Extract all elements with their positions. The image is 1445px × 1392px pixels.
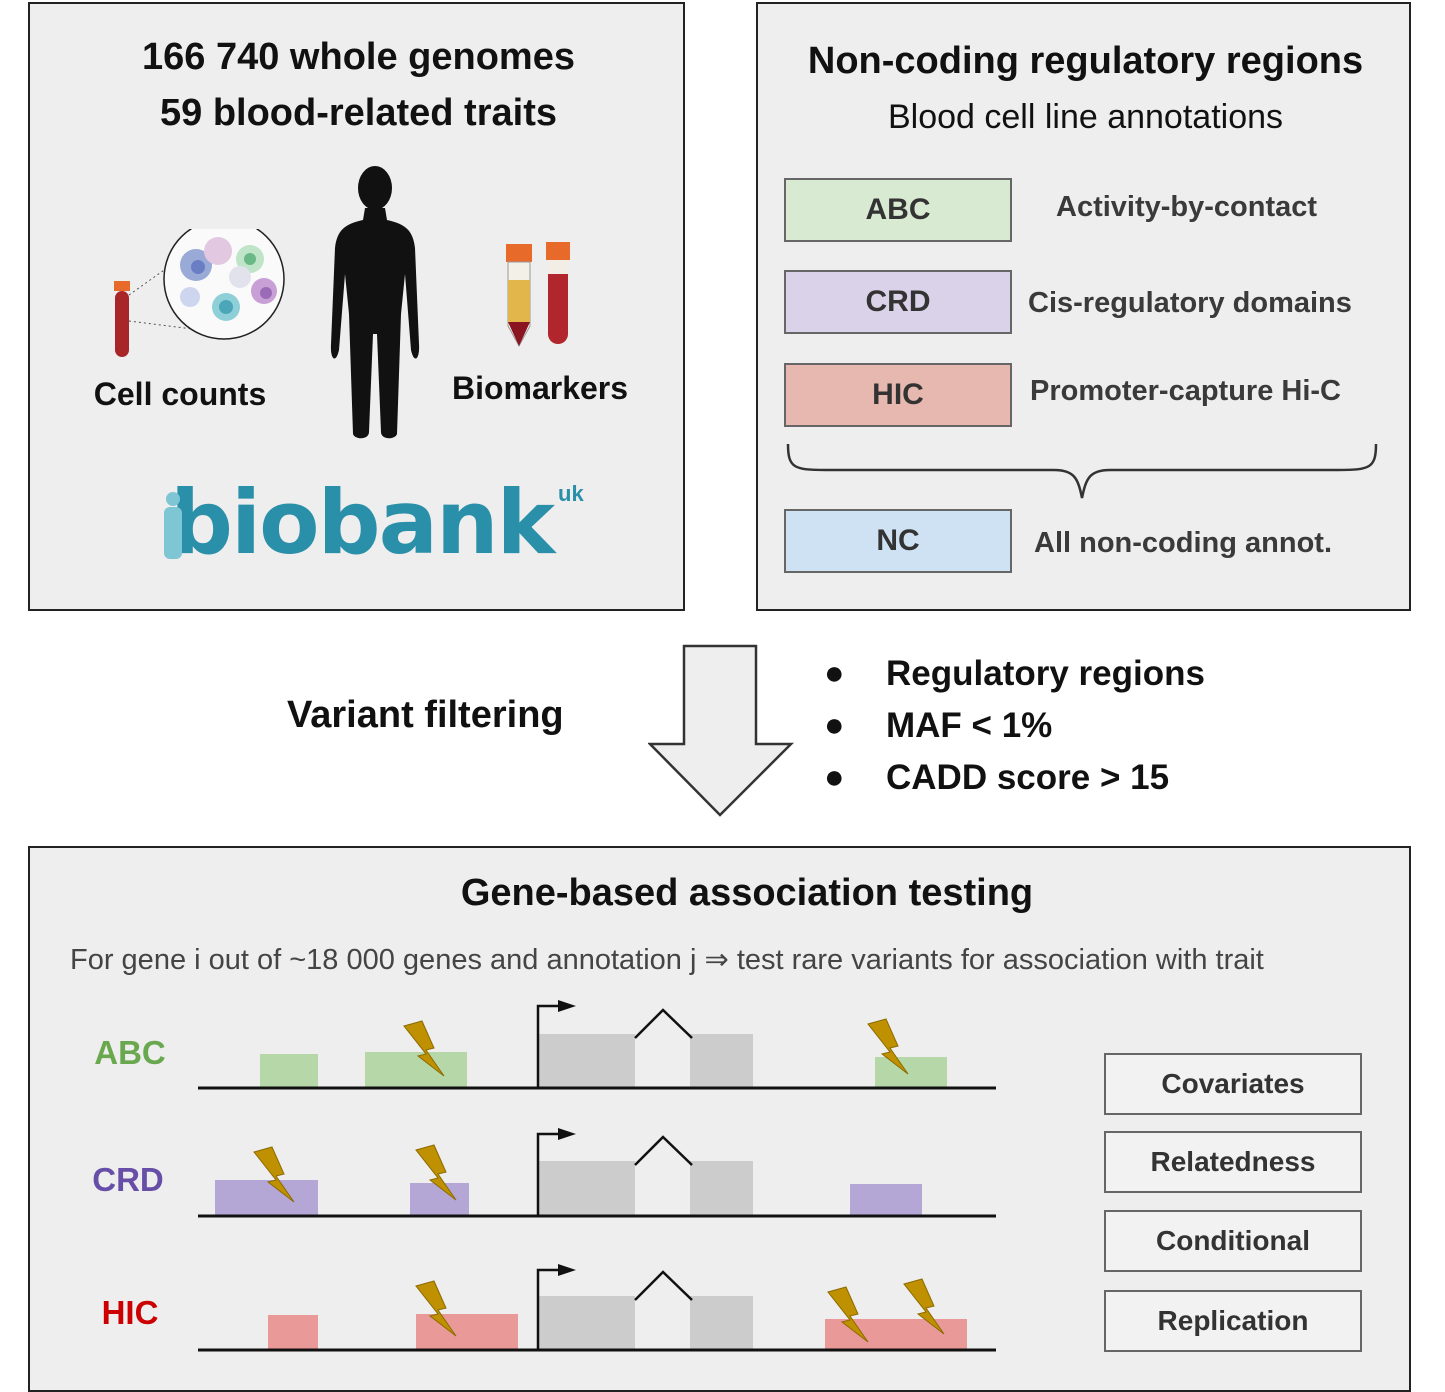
biomarkers-label: Biomarkers bbox=[451, 370, 629, 406]
exon-block bbox=[538, 1296, 635, 1350]
track-label-hic: HIC bbox=[101, 1294, 159, 1331]
blood-cells-icon bbox=[163, 229, 285, 340]
bullet-dot: ● bbox=[824, 758, 845, 796]
annotation-desc-crd: Cis-regulatory domains bbox=[1028, 287, 1352, 319]
annotation-tag-crd: CRD bbox=[784, 270, 1012, 334]
annotations-title: Non-coding regulatory regions bbox=[807, 40, 1364, 82]
exon-block bbox=[538, 1161, 635, 1216]
cohort-genomes: 166 740 whole genomes bbox=[142, 36, 575, 78]
relatedness-box: Relatedness bbox=[1104, 1131, 1362, 1193]
region-block bbox=[850, 1184, 922, 1216]
tss-arrow-icon bbox=[536, 1132, 560, 1216]
filter-regulatory-regions: Regulatory regions bbox=[886, 654, 1205, 693]
annotation-desc-nc: All non-coding annot. bbox=[1034, 527, 1333, 559]
annotation-desc-abc: Activity-by-contact bbox=[1056, 191, 1318, 223]
intron-connector bbox=[634, 1135, 693, 1166]
region-block bbox=[410, 1183, 469, 1216]
exon-block bbox=[690, 1296, 753, 1350]
cell-counts-illustration bbox=[114, 229, 285, 357]
blood-tube-icon bbox=[114, 281, 130, 357]
exon-block bbox=[690, 1161, 753, 1216]
annotation-tag-hic: HIC bbox=[784, 363, 1012, 427]
annotation-desc-hic: Promoter-capture Hi-C bbox=[1030, 375, 1341, 407]
track-hic bbox=[198, 1264, 996, 1352]
person-silhouette-icon bbox=[330, 166, 420, 439]
tss-arrow-icon bbox=[536, 1004, 560, 1088]
region-block bbox=[268, 1315, 318, 1350]
annotation-tag-nc: NC bbox=[784, 509, 1012, 573]
region-block bbox=[215, 1180, 318, 1216]
bullet-dot: ● bbox=[824, 706, 845, 744]
track-crd bbox=[198, 1128, 996, 1218]
region-block bbox=[365, 1052, 467, 1088]
biobank-logo-suffix: uk bbox=[558, 481, 584, 506]
exon-block bbox=[538, 1034, 635, 1088]
gene-tracks bbox=[198, 1000, 996, 1352]
intron-connector bbox=[634, 1008, 693, 1039]
exon-block bbox=[690, 1034, 753, 1088]
intron-connector bbox=[634, 1270, 693, 1301]
region-block bbox=[875, 1057, 947, 1088]
region-block bbox=[416, 1314, 518, 1350]
bullet-dot: ● bbox=[824, 654, 845, 692]
track-label-abc: ABC bbox=[94, 1034, 166, 1071]
conditional-box: Conditional bbox=[1104, 1210, 1362, 1272]
cohort-traits: 59 blood-related traits bbox=[160, 92, 557, 134]
filter-maf: MAF < 1% bbox=[886, 706, 1053, 745]
tss-arrow-icon bbox=[536, 1268, 560, 1350]
track-abc bbox=[198, 1000, 996, 1090]
annotations-subtitle: Blood cell line annotations bbox=[887, 98, 1284, 136]
annotation-tag-abc: ABC bbox=[784, 178, 1012, 242]
cell-counts-label: Cell counts bbox=[93, 376, 267, 412]
association-subtitle: For gene i out of ~18 000 genes and anno… bbox=[70, 944, 1264, 976]
variant-filtering-label: Variant filtering bbox=[287, 694, 564, 736]
curly-brace-icon bbox=[786, 443, 1378, 499]
association-title: Gene-based association testing bbox=[460, 872, 1034, 914]
replication-box: Replication bbox=[1104, 1290, 1362, 1352]
biomarker-tubes-icon bbox=[506, 242, 570, 348]
annotations-panel: Non-coding regulatory regions Blood cell… bbox=[756, 2, 1411, 611]
track-label-crd: CRD bbox=[92, 1161, 164, 1198]
down-arrow-icon bbox=[648, 644, 794, 817]
biobank-logo: biobank uk bbox=[158, 469, 584, 574]
region-block bbox=[260, 1054, 318, 1088]
cohort-panel: 166 740 whole genomes 59 blood-related t… bbox=[28, 2, 685, 611]
biobank-logo-text: biobank bbox=[170, 471, 555, 574]
biobank-people-icon bbox=[164, 492, 182, 559]
covariates-box: Covariates bbox=[1104, 1053, 1362, 1115]
filter-cadd: CADD score > 15 bbox=[886, 758, 1170, 797]
